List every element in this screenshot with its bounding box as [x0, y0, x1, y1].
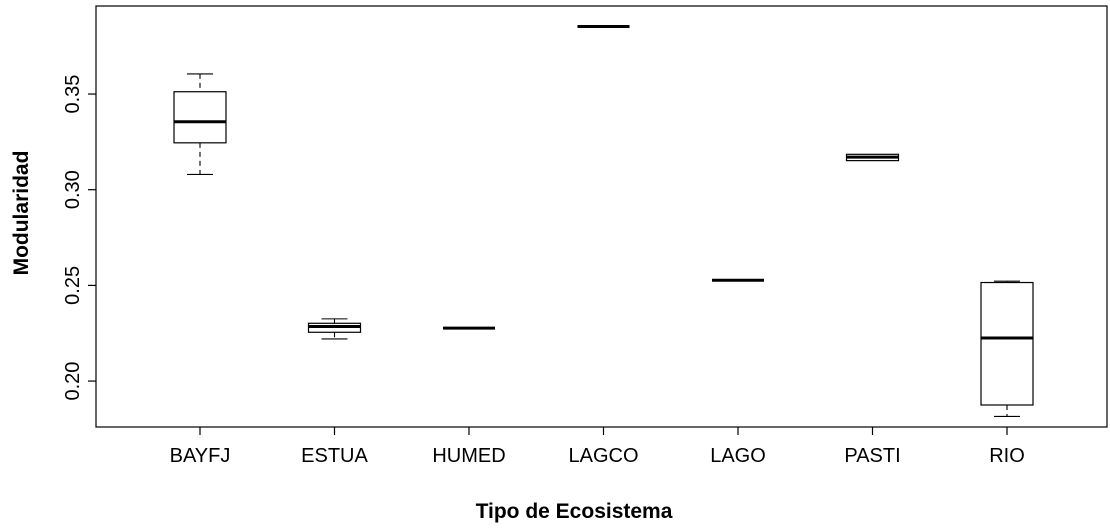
box-pasti [845, 153, 900, 162]
box-bayfj [173, 73, 227, 175]
y-tick-label: 0.30 [62, 170, 84, 209]
x-tick-label: LAGO [710, 445, 766, 467]
plot-frame [95, 5, 1108, 428]
box-rio [980, 280, 1034, 418]
x-tick-label: RIO [989, 445, 1025, 467]
x-tick-label: PASTI [844, 445, 900, 467]
iqr-box [980, 281, 1034, 406]
y-axis: 0.20 0.25 0.30 0.35 [62, 75, 96, 401]
iqr-box [173, 91, 227, 144]
boxes-layer [173, 24, 1034, 418]
x-tick-label: LAGCO [568, 445, 638, 467]
x-tick-label: BAYFJ [170, 445, 231, 467]
y-axis-title: Modularidad [10, 151, 33, 276]
y-tick-label: 0.35 [62, 75, 84, 114]
x-axis-title: Tipo de Ecosistema [476, 500, 673, 523]
x-tick-label: HUMED [432, 445, 505, 467]
x-axis: BAYFJ ESTUA HUMED LAGCO LAGO PASTI RIO [170, 427, 1025, 467]
y-tick-label: 0.20 [62, 362, 84, 401]
box-estua [307, 318, 362, 340]
x-tick-label: ESTUA [301, 445, 368, 467]
y-tick-label: 0.25 [62, 266, 84, 305]
